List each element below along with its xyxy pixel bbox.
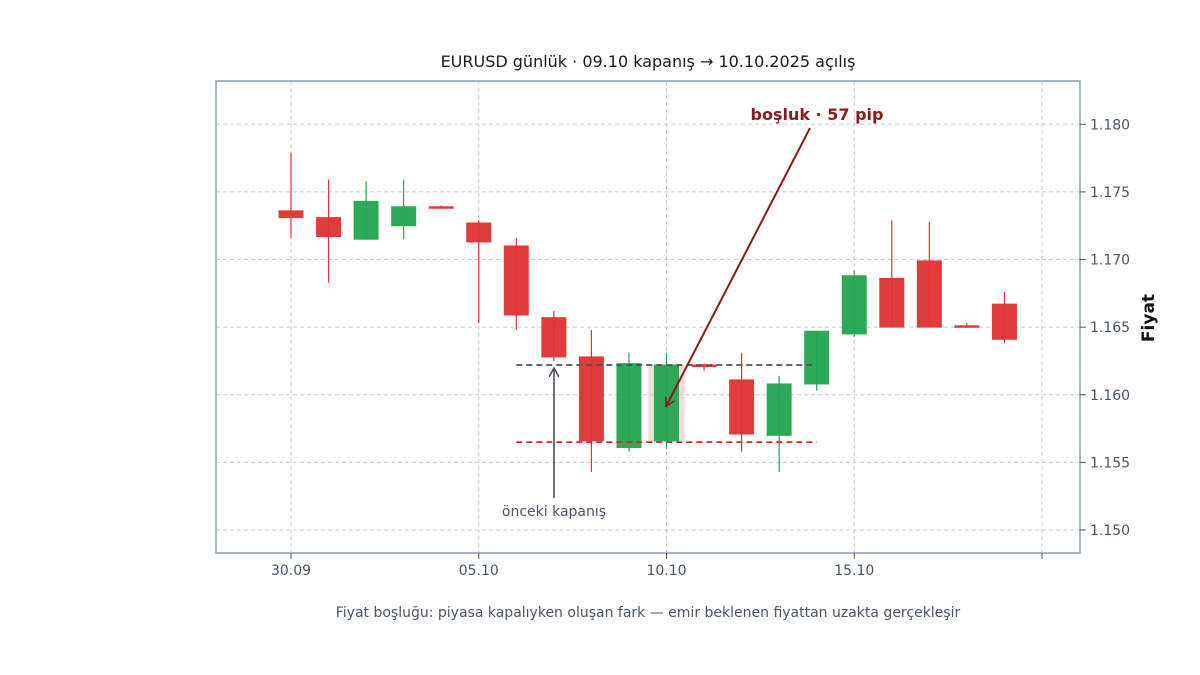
candle-body-up [804, 330, 830, 385]
candles [278, 152, 1017, 472]
gap-label: boşluk · 57 pip [751, 105, 884, 124]
candle-body-down [466, 222, 492, 243]
x-axis-ticks: 30.09 05.10 10.10 15.10 [271, 553, 1043, 579]
candle-body-down [278, 210, 304, 219]
candle-body-down [503, 245, 529, 316]
y-tick-label: 1.170 [1090, 253, 1130, 269]
y-axis-label: Fiyat [1139, 294, 1159, 342]
y-tick-label: 1.165 [1090, 320, 1130, 336]
candle-body-down [691, 364, 717, 368]
candle-body-up [391, 206, 417, 227]
candle-body-up [766, 383, 792, 436]
chart-title: EURUSD günlük · 09.10 kapanış → 10.10.20… [441, 52, 856, 71]
candle-body-down [578, 356, 604, 442]
grid-lines [216, 81, 1080, 553]
x-tick-label: 15.10 [834, 563, 874, 579]
reference-lines [516, 364, 817, 444]
candle-body-up [616, 363, 642, 449]
y-axis-ticks: 1.150 1.155 1.160 1.165 1.170 1.175 1.180 [1080, 117, 1130, 539]
y-tick-label: 1.150 [1090, 523, 1130, 539]
previous-close-label: önceki kapanış [502, 504, 606, 520]
axes-frame [215, 80, 1081, 554]
y-tick-label: 1.180 [1090, 117, 1130, 133]
x-tick-label: 30.09 [271, 563, 311, 579]
x-tick-label: 05.10 [459, 563, 499, 579]
y-tick-label: 1.175 [1090, 185, 1130, 201]
candle-body-down [954, 325, 980, 328]
candle-body-up [654, 364, 679, 442]
y-tick-label: 1.160 [1090, 388, 1130, 404]
annotations: boşluk · 57 pip önceki kapanış [502, 105, 884, 520]
y-tick-label: 1.155 [1090, 455, 1130, 471]
candle-body-down [879, 277, 905, 328]
candle-body-down [729, 379, 755, 435]
candle-body-up [353, 200, 379, 240]
candle-body-down [428, 206, 454, 209]
gap-arrow [667, 127, 811, 406]
candle-body-up [841, 275, 867, 335]
x-tick-label: 10.10 [646, 563, 686, 579]
chart-caption: Fiyat boşluğu: piyasa kapalıyken oluşan … [336, 605, 961, 621]
candle-body-down [991, 303, 1017, 340]
candle-body-down [916, 260, 942, 328]
candle-body-down [541, 317, 567, 358]
candle-body-down [316, 217, 342, 238]
